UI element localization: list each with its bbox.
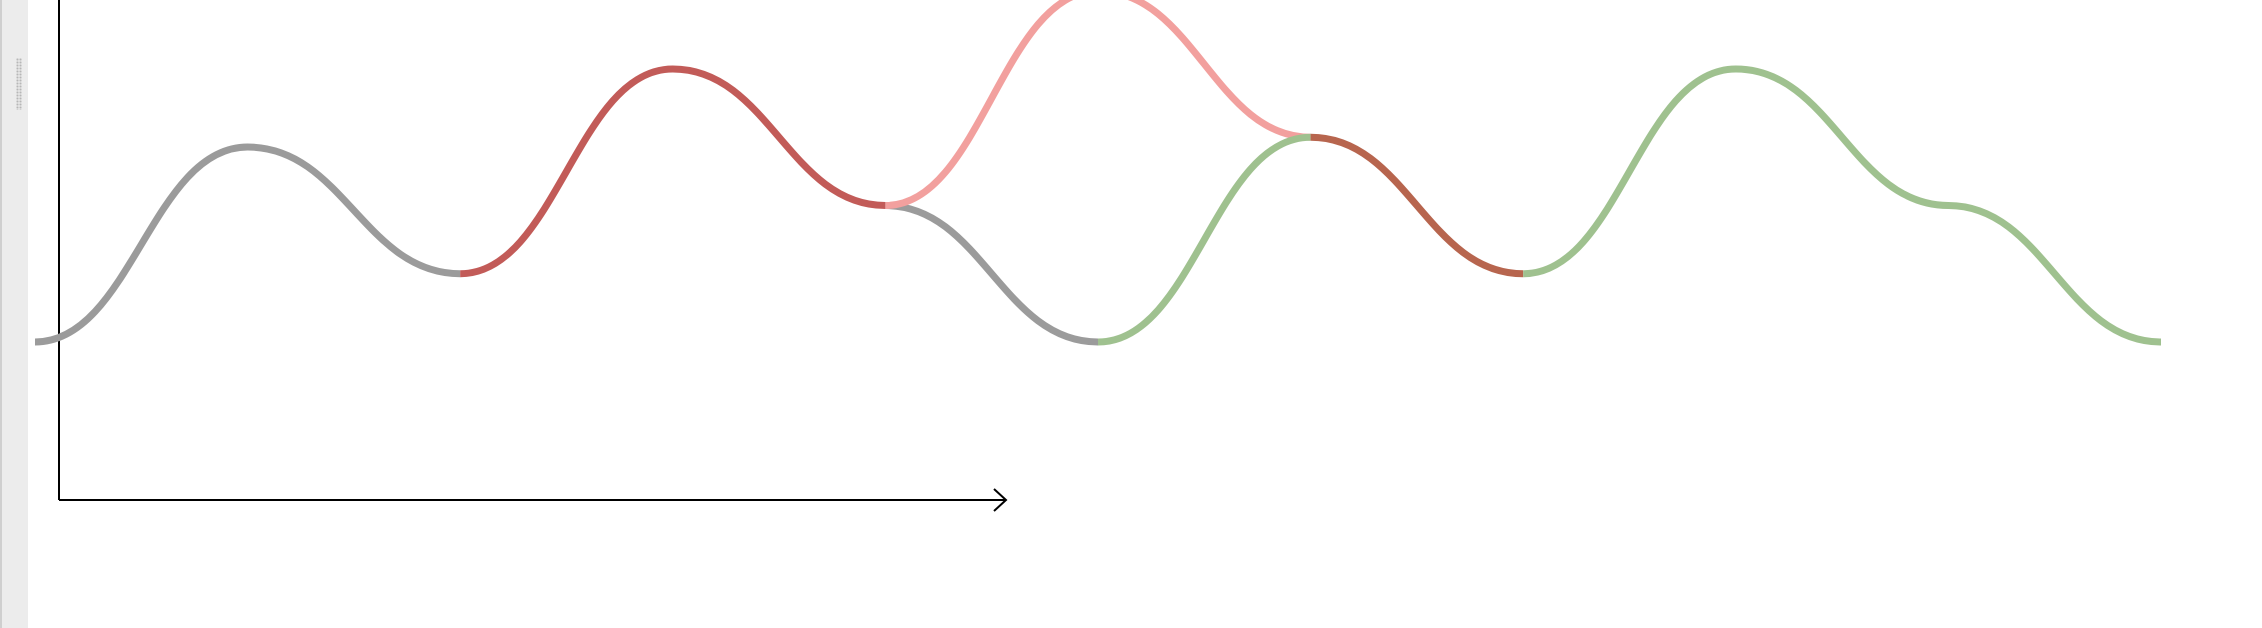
curve-green-1 [1097,133,1311,346]
curve-gray-1 [34,143,461,346]
left-rail [0,0,28,628]
x-axis-arrow-icon [993,488,1008,512]
curve-brown-1 [1310,133,1524,278]
curve-green-2 [1523,65,2162,346]
curve-segments [34,0,2162,346]
curve-pink-1 [885,0,1311,209]
curve-gray-2 [885,202,1099,346]
axes [58,0,1008,512]
curve-red-1 [460,65,886,278]
resize-grip-icon[interactable] [16,58,22,110]
